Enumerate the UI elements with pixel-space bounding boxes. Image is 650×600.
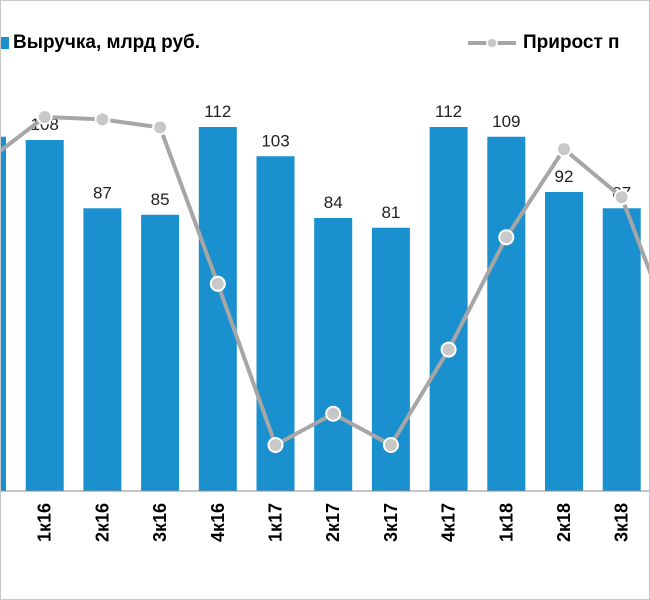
growth-point-3к18 xyxy=(613,189,630,206)
tick-label-3к17: 3к17 xyxy=(381,503,401,542)
growth-point-2к16 xyxy=(94,111,111,128)
legend-revenue: Выручка, млрд руб. xyxy=(1,31,201,55)
tick-label-1к16: 1к16 xyxy=(35,503,55,542)
bar-4к16 xyxy=(198,127,237,491)
value-label-4к16: 112 xyxy=(204,102,231,121)
bar-4к17 xyxy=(429,127,468,491)
bar-2к18 xyxy=(545,192,583,491)
legend-growth-label: Прирост п xyxy=(523,32,620,53)
growth-point-2к17 xyxy=(325,405,342,422)
bar-1к16 xyxy=(25,140,64,491)
legend-growth-marker xyxy=(468,37,516,49)
value-label-2к16: 87 xyxy=(93,183,112,202)
value-label-1к18: 109 xyxy=(492,112,520,131)
tick-label-2к18: 2к18 xyxy=(554,503,574,542)
growth-point-4к16 xyxy=(209,275,226,292)
value-label-1к17: 103 xyxy=(261,131,289,150)
value-label-2к18: 92 xyxy=(555,167,574,186)
growth-point-1к17 xyxy=(267,437,284,453)
tick-label-2к16: 2к16 xyxy=(92,503,112,542)
bar-3к18 xyxy=(602,208,641,491)
bar-1к17 xyxy=(256,156,295,491)
tick-label-4к17: 4к17 xyxy=(439,503,459,542)
bar-3к16 xyxy=(141,214,180,491)
value-label-2к17: 84 xyxy=(324,193,343,212)
growth-point-1к18 xyxy=(498,229,515,246)
value-label-3к16: 85 xyxy=(151,190,170,209)
legend-revenue-label: Выручка, млрд руб. xyxy=(13,32,201,53)
legend-revenue-swatch xyxy=(1,37,9,49)
tick-label-1к18: 1к18 xyxy=(496,503,516,542)
value-label-4к17: 112 xyxy=(435,102,462,121)
bar-1к18 xyxy=(487,136,526,491)
tick-label-4к16: 4к16 xyxy=(208,503,228,542)
tick-label-1к17: 1к17 xyxy=(266,503,286,542)
growth-point-3к17 xyxy=(382,437,399,453)
tick-label-3к18: 3к18 xyxy=(612,503,632,542)
tick-label-2к17: 2к17 xyxy=(323,503,343,542)
tick-label-3к16: 3к16 xyxy=(150,503,170,542)
x-axis-ticks: 1к16 2к16 3к16 4к16 1к17 2к17 3к17 4к17 1к18 2к18… xyxy=(35,503,632,542)
legend-growth: Прирост п xyxy=(467,31,620,55)
growth-point-3к16 xyxy=(152,119,169,136)
value-label-3к17: 81 xyxy=(381,203,400,222)
bar-4к15 xyxy=(1,136,6,491)
bar-2к16 xyxy=(83,208,122,491)
growth-point-2к18 xyxy=(556,141,572,158)
growth-point-4к17 xyxy=(440,341,457,358)
growth-line-series xyxy=(1,109,649,453)
bar-series xyxy=(1,127,641,491)
bar-2к17 xyxy=(314,218,353,491)
growth-point-1к16 xyxy=(36,109,53,125)
